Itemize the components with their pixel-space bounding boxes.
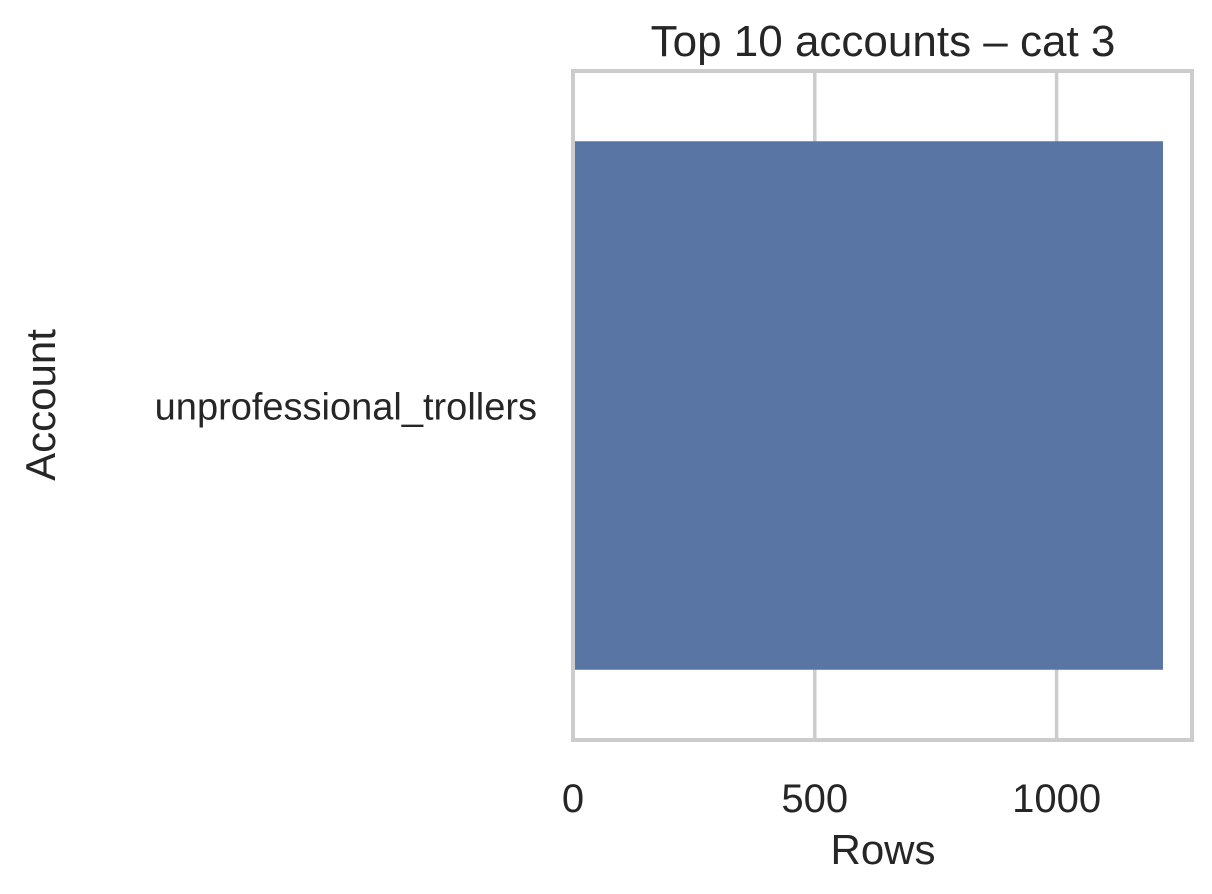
x-tick-labels: 0 500 1000 [562,777,1101,821]
bars [573,141,1163,670]
x-tick-label: 1000 [1012,777,1101,821]
chart-title: Top 10 accounts – cat 3 [651,17,1116,66]
bar [573,141,1163,670]
y-tick-label: unprofessional_trollers [155,387,537,429]
y-axis-label: Account [17,329,64,481]
x-tick-label: 500 [781,777,848,821]
y-tick-labels: unprofessional_trollers [155,387,537,429]
x-tick-label: 0 [562,777,584,821]
x-axis-label: Rows [830,826,935,873]
plot-frame [571,69,1194,742]
